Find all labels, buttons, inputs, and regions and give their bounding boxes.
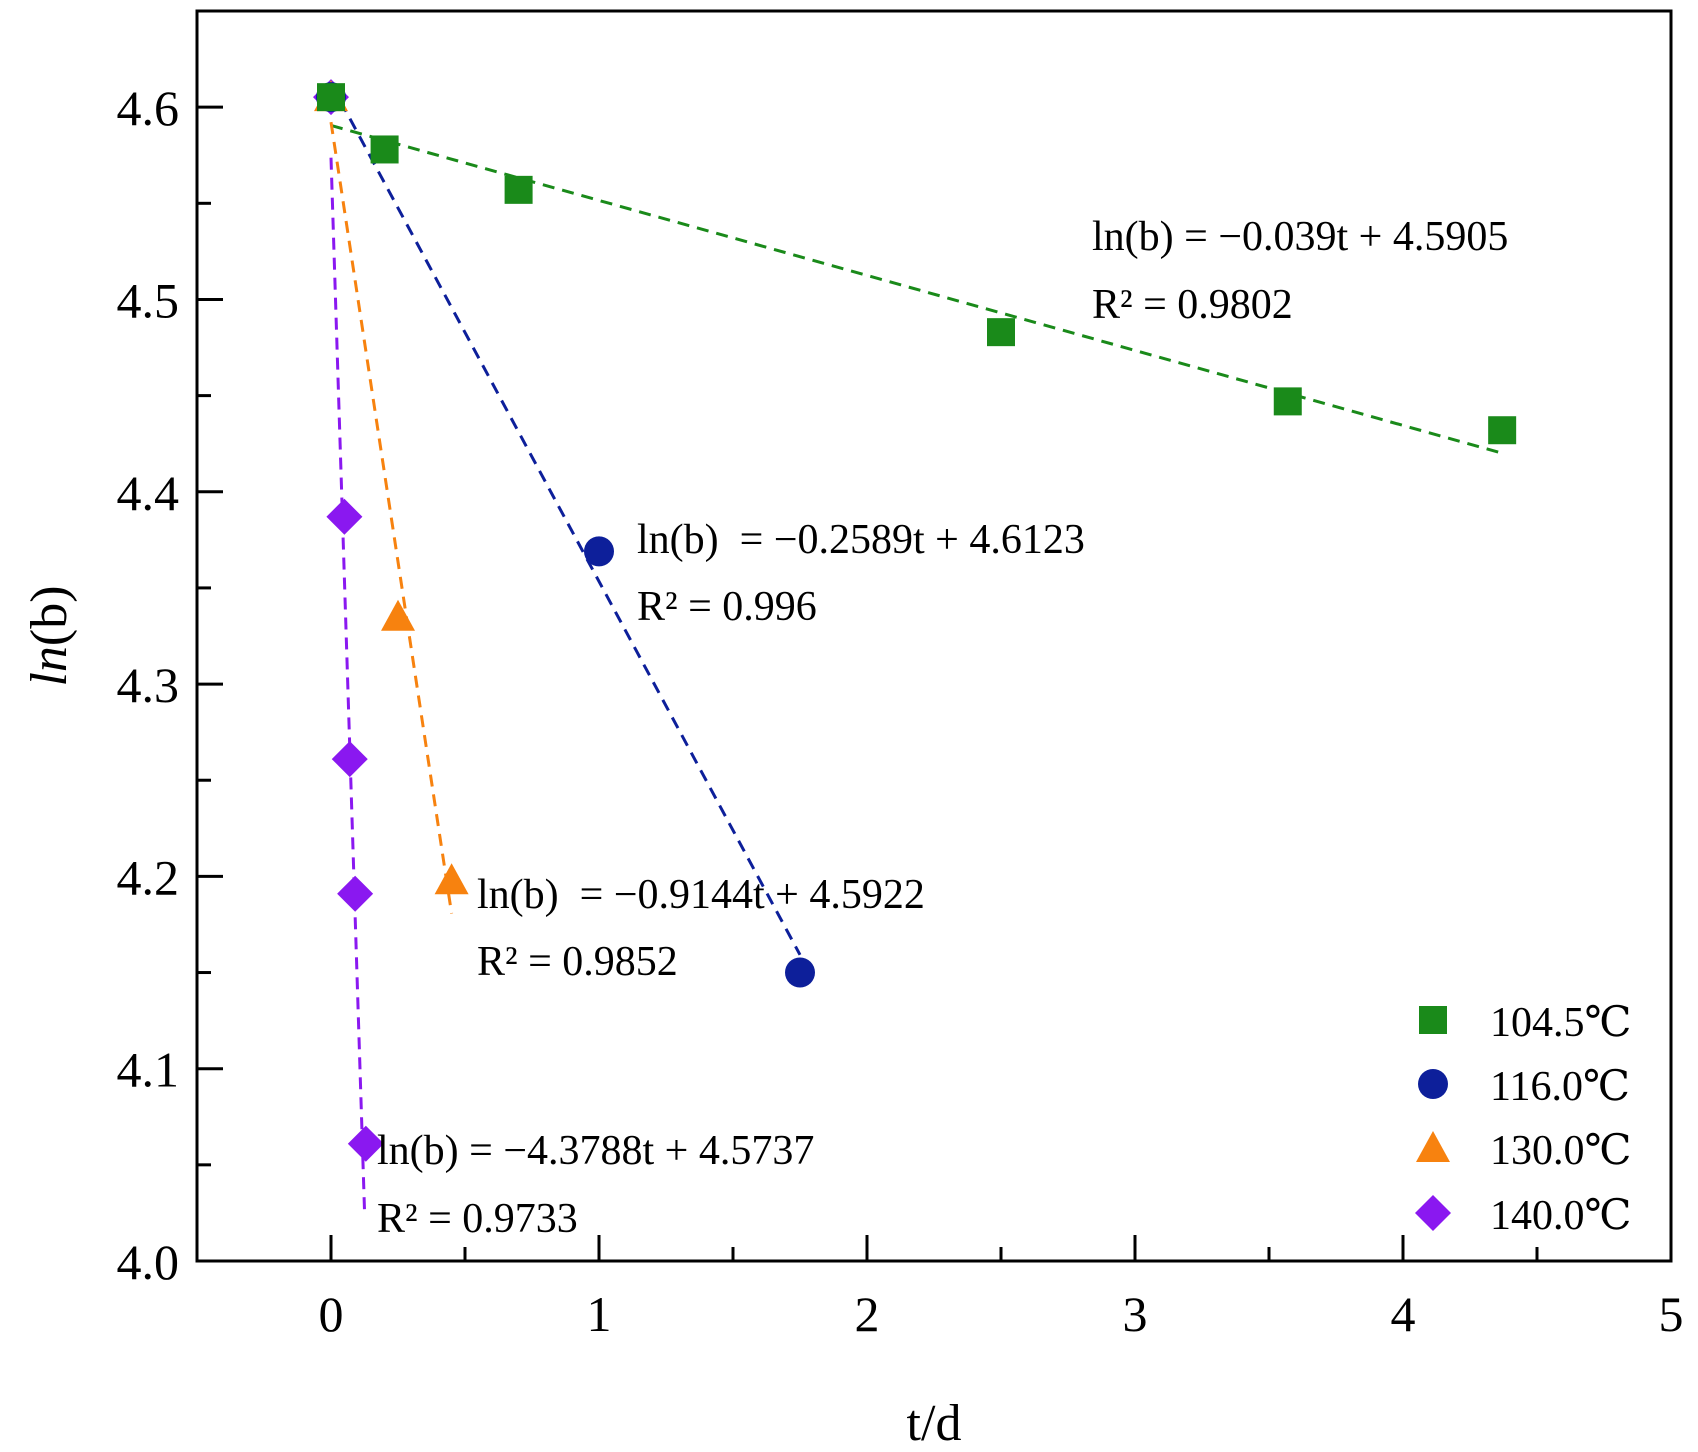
data-point-140-0-4: [347, 1125, 384, 1162]
x-tick-label-5: 5: [1659, 1286, 1684, 1342]
legend-label-140-0: 140.0℃: [1490, 1193, 1631, 1239]
data-point-130-0-2: [434, 863, 469, 895]
data-point-104-5-4: [1273, 387, 1302, 416]
r2-104-5: R² = 0.9802: [1092, 282, 1293, 328]
equation-130-0: ln(b) = −0.9144t + 4.5922: [477, 872, 925, 918]
data-point-140-0-2: [331, 741, 368, 778]
y-axis-title-rest: (b): [21, 585, 78, 646]
legend-label-104-5: 104.5℃: [1490, 1000, 1631, 1046]
legend-marker-140-0: [1415, 1195, 1451, 1231]
x-tick-label-3: 3: [1123, 1286, 1148, 1342]
data-point-140-0-3: [337, 875, 374, 912]
legend-label-116-0: 116.0℃: [1490, 1064, 1630, 1110]
y-tick-label-4-2: 4.2: [117, 849, 180, 905]
r2-130-0: R² = 0.9852: [477, 939, 678, 985]
equation-140-0: ln(b) = −4.3788t + 4.5737: [377, 1128, 814, 1174]
x-tick-label-4: 4: [1391, 1286, 1416, 1342]
x-tick-label-2: 2: [855, 1286, 880, 1342]
data-point-104-5-5: [1488, 416, 1517, 445]
annotations-group: ln(b) = −0.039t + 4.5905 R² = 0.9802 ln(…: [377, 214, 1508, 1242]
data-point-116-0-1: [584, 536, 614, 567]
legend-marker-104-5: [1419, 1006, 1447, 1034]
data-point-104-5-3: [987, 318, 1015, 347]
y-axis-title-italic: ln: [21, 646, 78, 686]
legend-marker-130-0: [1416, 1131, 1450, 1162]
ticks-group: 0 1 2 3 4 5 4.0 4.1 4.2 4.3 4.4 4.5 4.6: [117, 80, 1684, 1342]
y-tick-label-4-1: 4.1: [117, 1042, 180, 1098]
data-point-116-0-2: [785, 957, 815, 988]
x-axis-title: t/d: [907, 1395, 962, 1452]
y-axis-title: ln(b): [21, 585, 78, 686]
data-point-130-0-1: [381, 599, 415, 631]
equation-116-0: ln(b) = −0.2589t + 4.6123: [637, 517, 1085, 563]
y-tick-label-4: 4.0: [117, 1234, 180, 1290]
y-tick-label-4-6: 4.6: [117, 80, 180, 136]
y-tick-label-4-3: 4.3: [117, 657, 180, 713]
fit-line-130-0: [329, 121, 454, 914]
y-tick-label-4-4: 4.4: [117, 465, 180, 521]
x-tick-label-1: 1: [587, 1286, 612, 1342]
data-point-104-5-1: [370, 135, 399, 164]
x-tick-label-0: 0: [319, 1286, 344, 1342]
legend-marker-116-0: [1418, 1069, 1448, 1099]
legend: 104.5℃ 116.0℃ 130.0℃ 140.0℃: [1415, 1000, 1631, 1239]
legend-label-130-0: 130.0℃: [1490, 1128, 1631, 1174]
data-point-104-5-2: [504, 175, 533, 204]
equation-104-5: ln(b) = −0.039t + 4.5905: [1092, 214, 1508, 260]
y-tick-label-4-5: 4.5: [117, 272, 180, 328]
plot-frame: [195, 9, 1673, 1263]
fit-line-140-0: [329, 157, 366, 1211]
fit-line-116-0: [329, 82, 802, 956]
data-point-140-0-1: [326, 498, 363, 535]
markers-group: [313, 79, 1517, 1162]
data-point-104-5-0: [317, 83, 345, 112]
r2-140-0: R² = 0.9733: [377, 1196, 578, 1242]
r2-116-0: R² = 0.996: [637, 584, 817, 630]
